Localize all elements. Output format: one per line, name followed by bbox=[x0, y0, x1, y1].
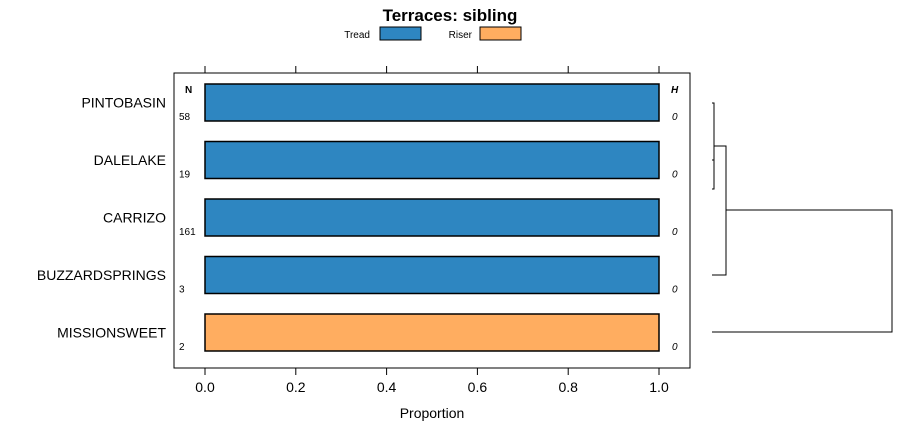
n-value: 2 bbox=[179, 342, 185, 353]
h-value: 0 bbox=[672, 227, 678, 238]
x-tick-label: 0.0 bbox=[195, 379, 215, 395]
x-tick-label: 1.0 bbox=[649, 379, 669, 395]
legend-swatch-tread bbox=[379, 26, 422, 41]
bar-dalelake-tread bbox=[204, 140, 660, 180]
axes: 0.0 0.2 0.4 0.6 0.8 1.0 bbox=[195, 66, 669, 395]
bars bbox=[204, 83, 660, 352]
chart-title: Terraces: sibling bbox=[383, 6, 518, 25]
category-label: DALELAKE bbox=[94, 152, 166, 168]
h-value: 0 bbox=[672, 285, 678, 296]
legend-label-riser: Riser bbox=[449, 30, 473, 41]
legend-swatch-riser bbox=[479, 26, 522, 41]
bar-carrizo-tread bbox=[204, 198, 660, 237]
h-value: 0 bbox=[672, 342, 678, 353]
category-label: BUZZARDSPRINGS bbox=[37, 267, 166, 283]
n-value: 3 bbox=[179, 285, 185, 296]
h-value: 0 bbox=[672, 170, 678, 181]
dendrogram-link-4 bbox=[712, 209, 893, 333]
bar-missionsweet-riser bbox=[204, 313, 660, 352]
h-header: H bbox=[671, 85, 679, 96]
category-label: CARRIZO bbox=[103, 210, 166, 226]
x-tick-label: 0.6 bbox=[468, 379, 488, 395]
dendrogram-link-1 bbox=[712, 102, 715, 190]
dendrogram bbox=[712, 102, 893, 333]
legend-label-tread: Tread bbox=[344, 30, 370, 41]
n-value: 161 bbox=[179, 227, 196, 238]
x-tick-label: 0.2 bbox=[286, 379, 306, 395]
h-value: 0 bbox=[672, 112, 678, 123]
bar-buzzardsprings-tread bbox=[204, 255, 660, 295]
category-label: MISSIONSWEET bbox=[57, 325, 166, 341]
x-axis-title: Proportion bbox=[400, 405, 465, 421]
legend: Tread Riser bbox=[344, 26, 522, 41]
plot-frame bbox=[173, 72, 691, 369]
category-label: PINTOBASIN bbox=[81, 95, 166, 111]
x-tick-label: 0.8 bbox=[558, 379, 578, 395]
x-tick-label: 0.4 bbox=[377, 379, 397, 395]
n-header: N bbox=[185, 85, 192, 96]
annotations: N H 58 19 161 3 2 0 0 0 0 0 bbox=[179, 85, 679, 353]
n-value: 19 bbox=[179, 170, 191, 181]
bar-pintobasin-tread bbox=[204, 83, 660, 122]
category-labels: PINTOBASIN DALELAKE CARRIZO BUZZARDSPRINGS M… bbox=[37, 95, 167, 341]
n-value: 58 bbox=[179, 112, 191, 123]
